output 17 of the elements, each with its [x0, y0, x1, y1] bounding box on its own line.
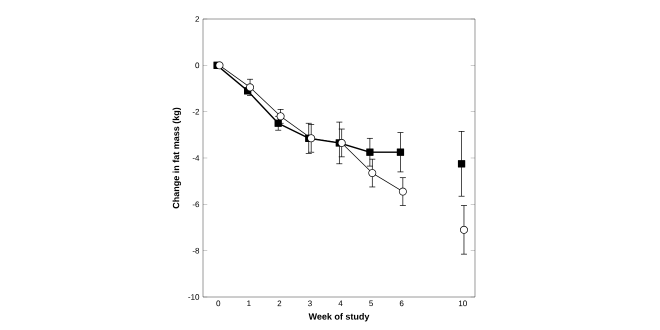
- x-tick-label: 10: [458, 300, 467, 306]
- y-axis-title: Change in fat mass (kg): [172, 108, 182, 208]
- x-axis-title: Week of study: [308, 313, 370, 322]
- x-tick-label: 4: [338, 300, 343, 306]
- x-tick-label: 3: [308, 300, 312, 306]
- y-tick-label: -2: [192, 108, 200, 114]
- y-tick-label: 2: [195, 16, 200, 22]
- y-tick-label: -4: [192, 155, 200, 161]
- x-tick-label: 6: [400, 300, 404, 306]
- y-tick-label: -8: [192, 248, 200, 254]
- x-tick-label: 0: [216, 300, 220, 306]
- y-tick-label: -6: [192, 202, 200, 208]
- x-tick-label: 2: [278, 300, 282, 306]
- y-tick-label: -10: [188, 294, 200, 300]
- x-tick-label: 1: [247, 300, 251, 306]
- x-tick-label: 5: [369, 300, 373, 306]
- y-tick-label: 0: [195, 62, 200, 68]
